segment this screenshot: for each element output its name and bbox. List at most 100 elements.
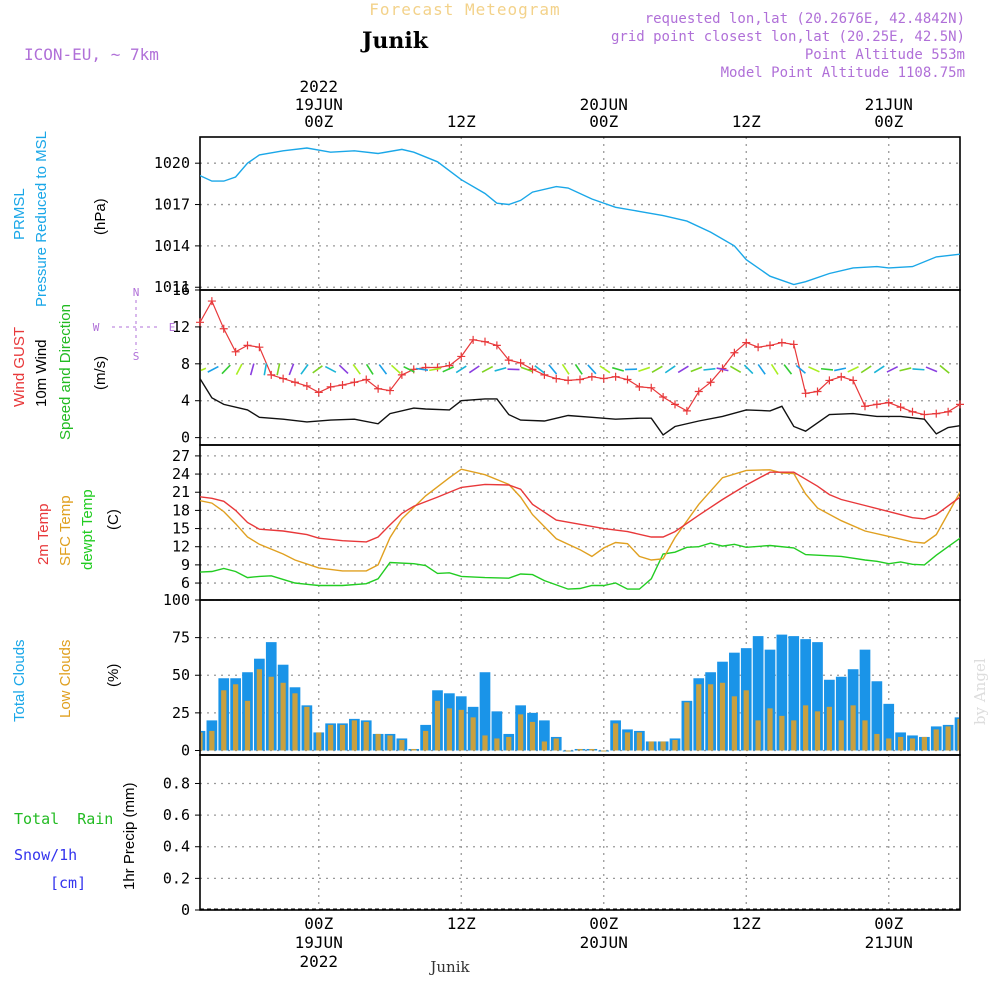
gust-marker	[813, 387, 822, 396]
low-cloud-bar	[636, 732, 642, 751]
precip-ytick-label: 0.2	[163, 869, 190, 887]
pressure-frame	[199, 136, 961, 291]
low-cloud-bar	[624, 732, 631, 751]
wind-direction-arrow	[455, 365, 467, 374]
gust-marker	[742, 338, 751, 347]
gust-marker	[350, 378, 359, 387]
dewpt-line	[200, 537, 960, 590]
low-cloud-bar	[529, 721, 536, 751]
gust-marker	[504, 356, 513, 365]
low-cloud-bar	[268, 676, 274, 751]
temp-ytick-label: 9	[181, 556, 190, 574]
wind-direction-arrow	[690, 366, 703, 373]
wind-direction-arrow	[757, 363, 766, 375]
gust-marker	[481, 337, 489, 346]
cloud-unit: (%)	[105, 664, 122, 687]
wind-ytick-label: 12	[172, 318, 190, 336]
location-title: Junik	[360, 28, 429, 54]
wind-direction-arrow	[912, 368, 925, 371]
gust-marker	[777, 338, 786, 347]
low-cloud-bar	[957, 718, 959, 751]
temp-ytick-label: 15	[172, 520, 190, 538]
wind-direction-arrow	[716, 367, 729, 372]
precip-ytick-label: 0.4	[163, 838, 190, 856]
cloud-ytick-label: 75	[172, 629, 190, 647]
low-cloud-bar	[767, 708, 773, 751]
total-cloud-bar	[479, 672, 491, 751]
gust-marker	[587, 372, 596, 381]
wind-direction-arrow	[481, 365, 494, 373]
low-cloud-bar	[613, 723, 619, 751]
wind-direction-arrow	[429, 367, 442, 372]
sfc-temp-line	[200, 468, 960, 572]
gust-marker	[338, 381, 347, 390]
precip-ytick-label: 0.8	[163, 774, 190, 792]
low-cloud-bar	[874, 733, 880, 751]
top-tick-label: 12Z	[447, 112, 476, 131]
low-cloud-bar	[553, 738, 559, 751]
wind-ytick-label: 0	[181, 429, 190, 447]
low-cloud-bar	[209, 730, 215, 751]
gust-marker	[706, 378, 715, 387]
wind-direction-arrow	[494, 366, 507, 372]
snow-label: Snow/1h	[14, 846, 77, 864]
gust-marker	[516, 358, 525, 367]
low-cloud-bar	[779, 715, 785, 751]
wind-ytick-label: 16	[172, 281, 190, 299]
low-cloud-bar	[850, 705, 856, 751]
gust-label: Wind GUST	[11, 327, 28, 407]
low-cloud-bar	[411, 748, 417, 751]
low-cloud-bar	[351, 720, 357, 751]
low-cloud-bar	[814, 711, 821, 751]
bottom-tick-date: 20JUN	[580, 933, 628, 952]
gust-marker	[279, 374, 288, 383]
low-cloud-bar	[518, 714, 524, 751]
wind-direction-arrow	[416, 367, 429, 371]
precip-ytick-label: 0	[181, 901, 190, 919]
low-cloud-bar	[803, 705, 809, 751]
wind-direction-arrow	[276, 363, 281, 376]
gust-marker	[671, 400, 679, 409]
bottom-tick-date: 21JUN	[865, 933, 913, 952]
gust-marker	[766, 341, 774, 350]
top-tick-label: 00Z	[589, 112, 618, 131]
total-cloud-bar	[764, 649, 776, 751]
total-cloud-bar	[835, 676, 847, 751]
wind-direction-arrow	[324, 365, 337, 373]
gust-marker	[611, 372, 620, 381]
low-cloud-bar	[292, 693, 298, 751]
gust-marker	[825, 376, 834, 385]
low-cloud-bar	[826, 706, 832, 751]
watermark: by Angel	[971, 658, 989, 725]
gust-marker	[635, 382, 644, 391]
cloud-ytick-label: 100	[163, 591, 190, 609]
low-cloud-bar	[838, 720, 844, 751]
wind-direction-arrow	[235, 363, 243, 376]
compass-east: E	[169, 321, 176, 334]
total-cloud-bar	[871, 681, 883, 751]
temp2m-label: 2m Temp	[35, 504, 52, 565]
precip-panel: 0 0.2 0.4 0.6 0.8	[163, 754, 961, 919]
gust-marker	[623, 375, 632, 384]
precip-ytick-label: 0.6	[163, 806, 190, 824]
pressure-labels: PRMSL Pressure Reduced to MSL (hPa)	[11, 131, 109, 307]
gust-marker	[754, 343, 763, 352]
gust-marker	[528, 365, 537, 374]
low-cloud-bar	[933, 729, 939, 751]
low-cloud-bar	[696, 684, 702, 751]
wind-direction-arrow	[677, 365, 689, 374]
total-cloud-bar	[812, 642, 823, 751]
gust-marker	[302, 381, 311, 390]
gust-marker	[849, 376, 858, 385]
gust-marker	[492, 341, 501, 350]
bottom-tick-label: 00Z	[304, 914, 333, 933]
compass-west: W	[93, 321, 100, 334]
wind-gust-line	[200, 299, 960, 416]
gust-marker	[730, 348, 739, 357]
low-cloud-bar	[672, 739, 678, 751]
pressure-panel: 1011 1014 1017 1020	[154, 136, 961, 296]
wind-direction-arrow	[664, 365, 676, 374]
